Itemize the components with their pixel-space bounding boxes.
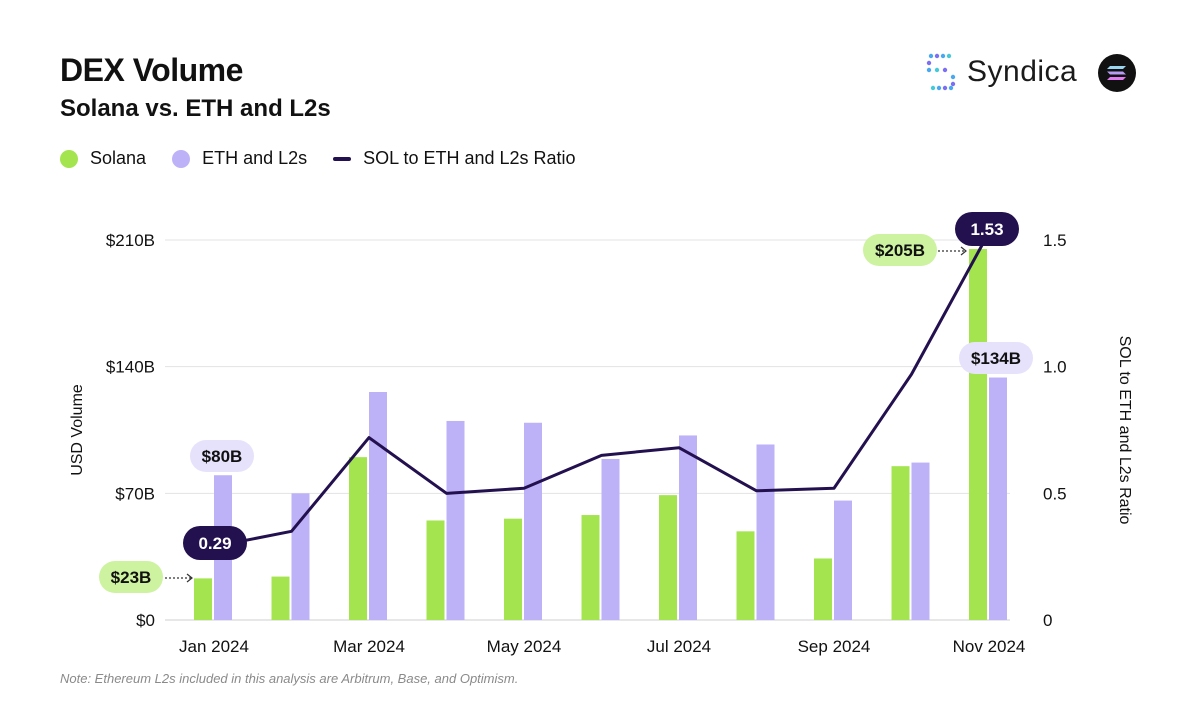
x-tick-label: Sep 2024 [798, 637, 871, 656]
y-left-tick-label: $210B [106, 231, 155, 250]
annotation-solana-nov-text: $205B [875, 241, 925, 260]
annotation-solana-nov-pill [863, 234, 937, 266]
annotation-solana-jan-pill [99, 561, 163, 593]
bar-eth-l2s [446, 420, 465, 620]
bar-eth-l2s [834, 500, 852, 620]
solana-logo-icon [1098, 54, 1136, 92]
annotation-ratio-jan-pill [183, 526, 247, 560]
bar-eth-l2s [989, 377, 1007, 620]
bar-eth-l2s [756, 444, 775, 620]
legend-label-ratio: SOL to ETH and L2s Ratio [363, 148, 576, 168]
y-left-tick-label: $0 [136, 611, 155, 630]
bar-solana [426, 520, 445, 620]
bar-solana [349, 457, 367, 620]
syndica-logo-icon [926, 53, 956, 91]
bar-eth-l2s [679, 435, 697, 620]
y-left-tick-label: $140B [106, 358, 155, 377]
bar-solana [969, 249, 987, 621]
legend-label-solana: Solana [90, 148, 147, 168]
annotation-solana-jan-text: $23B [111, 568, 152, 587]
bar-eth-l2s [369, 392, 387, 620]
y-left-axis-title: USD Volume [69, 384, 86, 476]
legend-swatch-ratio [333, 156, 352, 161]
annotation-eth-nov-pill [959, 342, 1033, 374]
x-tick-label: May 2024 [487, 637, 562, 656]
legend-label-eth-l2s: ETH and L2s [202, 148, 308, 168]
bar-eth-l2s [911, 462, 930, 620]
annotation-eth-nov-text: $134B [971, 349, 1021, 368]
y-right-tick-label: 0.5 [1043, 484, 1067, 503]
legend-swatch-eth-l2s [172, 149, 191, 168]
footnote: Note: Ethereum L2s included in this anal… [60, 671, 519, 686]
bar-solana [271, 576, 290, 620]
x-tick-label: Mar 2024 [333, 637, 405, 656]
legend-swatch-solana [60, 149, 78, 168]
bar-solana [736, 531, 755, 620]
annotation-ratio-jan-text: 0.29 [198, 534, 231, 553]
annotation-ratio-nov-pill [955, 212, 1019, 246]
annotation-eth-jan-text: $80B [202, 447, 243, 466]
y-right-axis-title: SOL to ETH and L2s Ratio [1116, 336, 1133, 525]
x-tick-label: Jan 2024 [179, 637, 249, 656]
annotation-eth-jan-pill [190, 440, 254, 472]
y-left-tick-label: $70B [115, 484, 155, 503]
y-right-tick-label: 1.5 [1043, 231, 1067, 250]
annotation-solana-nov-arrow [960, 246, 967, 256]
legend-item-eth-l2s: ETH and L2s [172, 148, 307, 169]
legend-item-solana: Solana [60, 148, 146, 169]
brand-name: Syndica [967, 55, 1078, 88]
bar-solana [814, 558, 832, 620]
y-right-tick-label: 1.0 [1043, 358, 1067, 377]
legend-item-ratio: SOL to ETH and L2s Ratio [333, 148, 576, 169]
x-tick-label: Jul 2024 [647, 637, 711, 656]
legend: Solana ETH and L2s SOL to ETH and L2s Ra… [60, 148, 602, 169]
bar-solana [891, 466, 910, 620]
x-tick-label: Nov 2024 [953, 637, 1026, 656]
annotation-solana-jan-arrow [186, 573, 193, 583]
chart-title: DEX Volume [60, 52, 243, 88]
bar-solana [659, 495, 677, 620]
brand-logo: Syndica [925, 52, 1077, 92]
line-ratio [212, 230, 991, 549]
chart-subtitle: Solana vs. ETH and L2s [60, 95, 331, 122]
y-right-tick-label: 0 [1043, 611, 1052, 630]
bar-solana [194, 578, 212, 620]
bar-eth-l2s [601, 458, 620, 620]
bar-eth-l2s [524, 422, 542, 620]
bar-solana [504, 518, 522, 620]
annotation-ratio-nov-text: 1.53 [970, 220, 1003, 239]
bar-solana [581, 515, 600, 620]
